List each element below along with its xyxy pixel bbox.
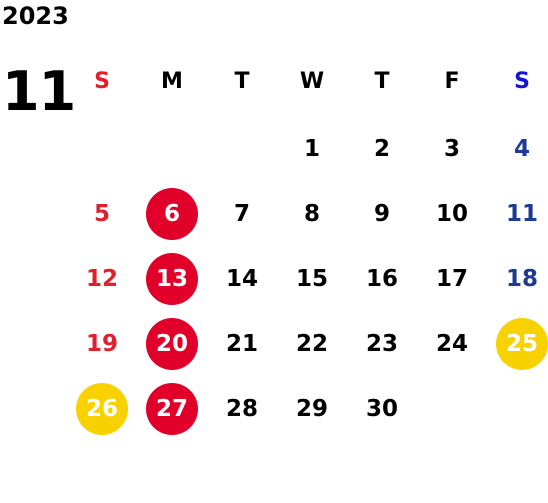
- day-cell[interactable]: 8: [277, 181, 347, 246]
- day-cell[interactable]: 22: [277, 311, 347, 376]
- day-number: 27: [155, 395, 188, 422]
- day-number: 4: [513, 135, 530, 162]
- day-cell-highlighted[interactable]: 20: [137, 311, 207, 376]
- week-row: 26 27 28 29 30: [67, 376, 548, 441]
- day-cell[interactable]: 7: [207, 181, 277, 246]
- day-cell[interactable]: 28: [207, 376, 277, 441]
- special-day-marker: [496, 317, 548, 370]
- day-cell[interactable]: 9: [347, 181, 417, 246]
- day-number: 11: [505, 200, 538, 227]
- empty-day-cell: [137, 116, 207, 181]
- special-day-marker: [76, 382, 128, 435]
- day-cell[interactable]: 14: [207, 246, 277, 311]
- day-cell[interactable]: 24: [417, 311, 487, 376]
- weekday-wednesday: W: [299, 68, 325, 94]
- day-number: 29: [295, 395, 328, 422]
- day-number: 24: [435, 330, 468, 357]
- day-number: 21: [225, 330, 258, 357]
- day-number: 26: [85, 395, 118, 422]
- day-cell[interactable]: 17: [417, 246, 487, 311]
- day-cell-highlighted[interactable]: 6: [137, 181, 207, 246]
- day-cell[interactable]: 11: [487, 181, 548, 246]
- weekday-tuesday: T: [234, 68, 250, 94]
- day-number: 5: [93, 200, 110, 227]
- weekday-thursday: T: [374, 68, 390, 94]
- month-number: 11: [2, 60, 76, 123]
- weekday-header-row: S M T W T F S: [67, 46, 548, 116]
- week-row: 19 20 21 22 23 24 25: [67, 311, 548, 376]
- day-cell-highlighted[interactable]: 13: [137, 246, 207, 311]
- week-row: 12 13 14 15 16 17 18: [67, 246, 548, 311]
- weekday-saturday: S: [514, 68, 530, 94]
- empty-day-cell: [67, 116, 137, 181]
- day-number: 14: [225, 265, 258, 292]
- day-cell-highlighted[interactable]: 25: [487, 311, 548, 376]
- day-number: 1: [303, 135, 320, 162]
- day-number: 2: [373, 135, 390, 162]
- day-number: 8: [303, 200, 320, 227]
- day-number: 3: [443, 135, 460, 162]
- day-cell[interactable]: 21: [207, 311, 277, 376]
- day-number: 22: [295, 330, 328, 357]
- day-cell-highlighted[interactable]: 27: [137, 376, 207, 441]
- day-cell[interactable]: 4: [487, 116, 548, 181]
- empty-day-cell: [487, 376, 548, 441]
- day-number: 15: [295, 265, 328, 292]
- day-number: 16: [365, 265, 398, 292]
- week-row: 1 2 3 4: [67, 116, 548, 181]
- day-cell[interactable]: 15: [277, 246, 347, 311]
- day-cell[interactable]: 1: [277, 116, 347, 181]
- week-row: 5 6 7 8 9 10 11: [67, 181, 548, 246]
- year-label: 2023: [2, 2, 69, 30]
- weekday-monday: M: [161, 68, 183, 94]
- day-cell[interactable]: 12: [67, 246, 137, 311]
- day-number: 19: [85, 330, 118, 357]
- holiday-marker: [146, 252, 198, 305]
- day-cell[interactable]: 16: [347, 246, 417, 311]
- day-cell[interactable]: 18: [487, 246, 548, 311]
- day-cell[interactable]: 19: [67, 311, 137, 376]
- weekday-friday: F: [444, 68, 460, 94]
- weekday-sunday: S: [94, 68, 110, 94]
- day-number: 25: [505, 330, 538, 357]
- day-number: 7: [233, 200, 250, 227]
- day-cell[interactable]: 5: [67, 181, 137, 246]
- day-number: 9: [373, 200, 390, 227]
- holiday-marker: [146, 317, 198, 370]
- day-cell[interactable]: 23: [347, 311, 417, 376]
- day-number: 23: [365, 330, 398, 357]
- day-number: 13: [155, 265, 188, 292]
- day-number: 20: [155, 330, 188, 357]
- day-cell[interactable]: 10: [417, 181, 487, 246]
- empty-day-cell: [207, 116, 277, 181]
- day-cell[interactable]: 2: [347, 116, 417, 181]
- day-number: 12: [85, 265, 118, 292]
- day-cell[interactable]: 29: [277, 376, 347, 441]
- day-number: 30: [365, 395, 398, 422]
- calendar-grid: S M T W T F S 1 2 3 4 5 6 7 8 9 10 11 12…: [67, 46, 548, 441]
- day-number: 10: [435, 200, 468, 227]
- day-number: 28: [225, 395, 258, 422]
- holiday-marker: [146, 187, 198, 240]
- day-cell[interactable]: 3: [417, 116, 487, 181]
- day-number: 17: [435, 265, 468, 292]
- holiday-marker: [146, 382, 198, 435]
- day-cell-highlighted[interactable]: 26: [67, 376, 137, 441]
- day-cell[interactable]: 30: [347, 376, 417, 441]
- empty-day-cell: [417, 376, 487, 441]
- day-number: 18: [505, 265, 538, 292]
- day-number: 6: [163, 200, 180, 227]
